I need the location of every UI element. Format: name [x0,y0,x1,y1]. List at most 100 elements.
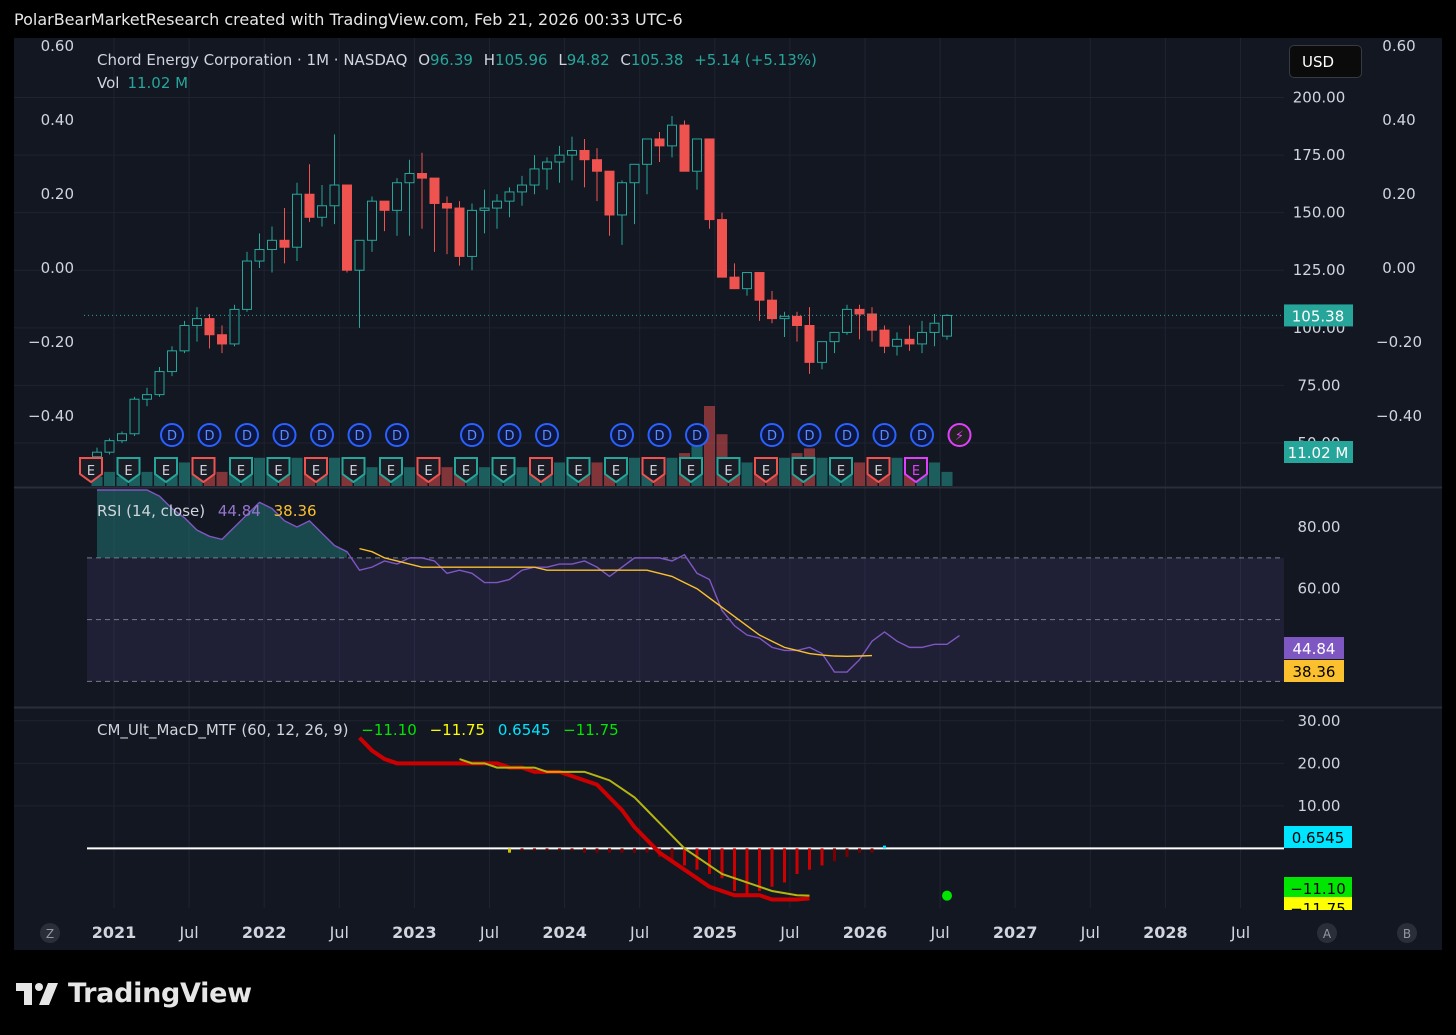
earnings-marker [154,457,178,484]
time-axis[interactable]: 2021 Jul 2022 Jul 2023 Jul 2024 Jul 2025 Jul 2026 J… [40,923,1417,943]
candle-body [454,207,465,257]
dividend-marker [497,423,522,447]
earnings-marker [904,457,928,484]
earnings-marker [829,457,853,484]
candle-body [567,149,577,156]
candle-body [679,124,690,172]
outer-axis-tick: 0.00 [1382,259,1415,277]
left-axis-tick: 0.20 [41,185,74,203]
candle-body [304,193,315,218]
chart-canvas[interactable]: D D D D D D D D D D D D D D D D D D ⚡ E E E E E E E E E E E E E E E E E E E E E… [14,37,1442,950]
symbol-legend: Chord Energy Corporation · 1M · NASDAQ O… [97,51,817,69]
candle-body [204,318,215,336]
rsi-ma-line [359,547,873,658]
tradingview-logo[interactable]: TradingView [16,978,252,1009]
candle-body [817,341,827,363]
dividend-marker [910,423,934,447]
candle-body [354,239,365,271]
candle-body [179,325,190,352]
macd-histogram-bar [558,848,561,851]
macd-histogram-bar [870,848,874,853]
rsi-value-box [1284,637,1344,659]
macd-histogram-bar [545,848,549,851]
axis-control-button [1317,923,1337,943]
candle-body [192,318,202,327]
volume-bar [854,462,865,486]
candle-body [792,315,802,327]
chart-frame: D D D D D D D D D D D D D D D D D D ⚡ E E E E E E E E E E E E E E E E E E E E E… [14,37,1442,950]
earnings-marker-label: E [649,464,657,479]
time-tick-label: 2027 [993,923,1038,942]
macd-histogram-bar [683,848,686,866]
macd-histogram-bar [608,848,611,853]
candle-body [604,170,615,216]
earnings-marker-label: E [387,464,395,479]
candle-body [492,200,502,209]
dividend-marker [610,423,634,447]
macd-value-label: −11.10 [1290,880,1346,898]
dividend-marker-label: D [354,429,364,444]
candle-body [542,161,552,170]
dividend-marker-label: D [879,429,889,444]
volume-bar [591,462,603,486]
dividend-marker-label: D [467,429,477,444]
earnings-marker [866,457,891,484]
earnings-marker [229,457,253,484]
price-tick-label: 150.00 [1293,204,1346,222]
earnings-marker-label: E [274,464,282,479]
earnings-marker-label: E [912,464,920,479]
macd-histogram-bar [645,848,649,853]
axis-control-label: B [1403,927,1411,941]
outer-axis-tick: 0.40 [1382,111,1415,129]
candle-body [829,331,840,343]
earnings-marker-label: E [312,464,320,479]
dividend-marker [272,423,297,447]
volume-bar [554,462,565,486]
dividend-marker-label: D [617,429,627,444]
lightning-event-icon [947,423,972,447]
macd-histogram-bar [883,845,886,849]
price-pane[interactable]: D D D D D D D D D D D D D D D D D D ⚡ E E E E E E E E E E E E E E E E E E E E E… [79,115,1284,486]
macd-pane[interactable] [87,736,1284,902]
dividend-marker-label: D [279,429,289,444]
macd-value-box [1284,877,1352,899]
candle-body [104,440,115,453]
candle-body [317,205,327,218]
macd-line [358,736,810,902]
rsi-value-box [1284,660,1344,682]
earnings-marker-label: E [574,464,582,479]
candle-body [379,200,390,211]
dividend-marker [797,423,822,447]
macd-histogram-bar [708,848,711,874]
rsi-pane[interactable] [87,489,1284,682]
time-tick-label: 2026 [843,923,888,942]
time-tick-label: Jul [929,923,949,942]
candle-body [692,138,702,172]
volume-bar [479,467,490,486]
candle-body [392,182,402,211]
currency-button[interactable]: USD [1289,45,1362,78]
left-axis-tick: −0.40 [28,407,74,425]
time-tick-label: Jul [178,923,198,942]
dividend-marker [835,423,859,447]
candle-body [892,338,902,347]
candle-body [904,338,915,345]
outer-axis-tick: −0.20 [1376,333,1422,351]
candle-body [779,315,790,320]
earnings-marker [566,457,591,484]
time-tick-label: 2022 [242,923,287,942]
earnings-marker-label: E [499,464,507,479]
candle-body [479,207,490,211]
tradingview-brand: TradingView [68,978,252,1009]
earnings-marker-label: E [462,464,470,479]
signal-line [459,758,810,897]
time-tick-label: Jul [1230,923,1250,942]
dividend-marker-label: D [317,429,327,444]
candle-body [717,219,727,278]
dividend-marker [310,423,334,447]
volume-bar [366,467,378,486]
earnings-marker [679,457,703,484]
volume-bar [741,462,753,486]
volume-bar [141,471,153,486]
